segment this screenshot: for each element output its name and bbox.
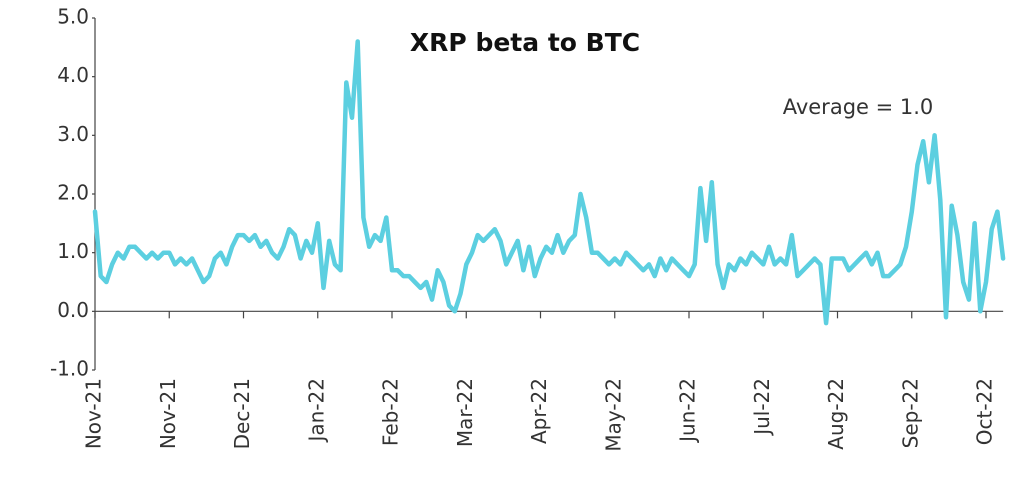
x-tick-label: Aug-22 [824,378,848,450]
x-tick-label: Nov-21 [82,378,106,449]
y-tick-label: 1.0 [57,239,89,263]
y-tick-label: 0.0 [57,298,89,322]
x-tick-label: Mar-22 [453,378,477,447]
annotation: Average = 1.0 [783,95,934,119]
chart-title: XRP beta to BTC [410,28,640,57]
line-series [92,39,1006,326]
x-tick-label: Apr-22 [527,378,551,444]
x-tick-label: Jun-22 [676,378,700,444]
y-tick-label: 5.0 [57,5,89,29]
x-tick-label: Sep-22 [898,378,922,448]
y-tick-label: 2.0 [57,181,89,205]
y-tick-label: 3.0 [57,122,89,146]
x-tick-label: Oct-22 [973,378,997,445]
x-tick-label: Dec-21 [230,378,254,449]
x-tick-label: Jul-22 [750,378,774,437]
x-tick-label: Jan-22 [304,378,328,444]
y-tick-label: 4.0 [57,63,89,87]
x-tick-label: Nov-21 [156,378,180,449]
y-tick-label: -1.0 [50,357,89,381]
x-tick-label: May-22 [601,378,625,452]
x-tick-label: Feb-22 [379,378,403,446]
